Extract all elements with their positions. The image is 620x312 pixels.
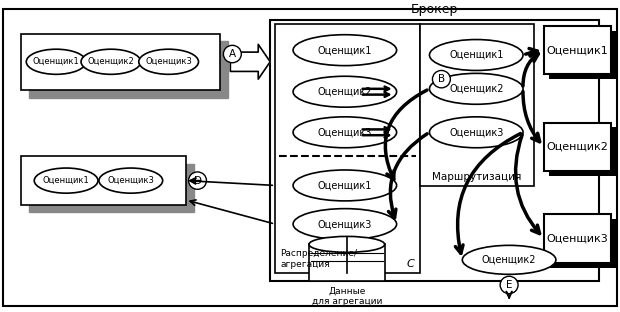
Ellipse shape (463, 245, 556, 274)
Text: Маршрутизация: Маршрутизация (432, 172, 521, 182)
Circle shape (432, 71, 450, 88)
Text: Оценщик2: Оценщик2 (482, 255, 536, 265)
Ellipse shape (293, 117, 397, 148)
Text: Оценщик3: Оценщик3 (317, 127, 372, 137)
Ellipse shape (293, 170, 397, 201)
Circle shape (500, 276, 518, 294)
Ellipse shape (293, 35, 397, 66)
Text: D: D (193, 176, 202, 186)
Circle shape (223, 45, 241, 63)
Bar (549, 31, 616, 79)
Text: Оценщик2: Оценщик2 (87, 57, 135, 66)
Ellipse shape (139, 49, 198, 74)
Bar (21, 34, 220, 90)
Text: Оценщик3: Оценщик3 (145, 57, 192, 66)
Text: Оценщик3: Оценщик3 (546, 234, 608, 244)
Ellipse shape (430, 40, 523, 71)
Text: Оценщик2: Оценщик2 (449, 84, 503, 94)
Text: Данные
для агрегации: Данные для агрегации (312, 287, 382, 306)
Bar (544, 26, 611, 74)
Polygon shape (29, 164, 193, 212)
Polygon shape (29, 41, 228, 98)
Text: C: C (407, 259, 415, 269)
Ellipse shape (430, 73, 523, 104)
Text: Оценщик1: Оценщик1 (33, 57, 79, 66)
Ellipse shape (293, 76, 397, 107)
Ellipse shape (99, 168, 162, 193)
Text: Оценщик1: Оценщик1 (43, 176, 89, 185)
Text: Оценщик1: Оценщик1 (317, 180, 372, 190)
Ellipse shape (293, 209, 397, 240)
Bar (275, 24, 420, 273)
Ellipse shape (34, 168, 98, 193)
Text: Оценщик3: Оценщик3 (107, 176, 154, 185)
Text: Оценщик1: Оценщик1 (317, 45, 372, 55)
Text: Оценщик2: Оценщик2 (546, 142, 608, 152)
Bar (544, 123, 611, 171)
Polygon shape (231, 44, 270, 79)
Ellipse shape (430, 117, 523, 148)
Text: Оценщик1: Оценщик1 (449, 50, 503, 60)
Bar (309, 244, 384, 281)
Text: Оценщик1: Оценщик1 (546, 45, 608, 55)
Bar (420, 24, 534, 186)
Text: Оценщик3: Оценщик3 (317, 219, 372, 229)
Bar (270, 20, 599, 281)
Bar (549, 219, 616, 268)
Text: A: A (229, 49, 236, 59)
Text: Оценщик2: Оценщик2 (317, 87, 372, 97)
Text: Оценщик3: Оценщик3 (449, 127, 503, 137)
Text: E: E (506, 280, 512, 290)
Ellipse shape (309, 236, 384, 252)
Text: Распределение/
агрегация: Распределение/ агрегация (280, 249, 357, 269)
Bar (544, 214, 611, 263)
Circle shape (188, 172, 206, 189)
Bar (549, 128, 616, 176)
Ellipse shape (26, 49, 86, 74)
Bar (21, 156, 185, 205)
Ellipse shape (81, 49, 141, 74)
Text: Брокер: Брокер (411, 3, 458, 16)
Text: B: B (438, 74, 445, 84)
